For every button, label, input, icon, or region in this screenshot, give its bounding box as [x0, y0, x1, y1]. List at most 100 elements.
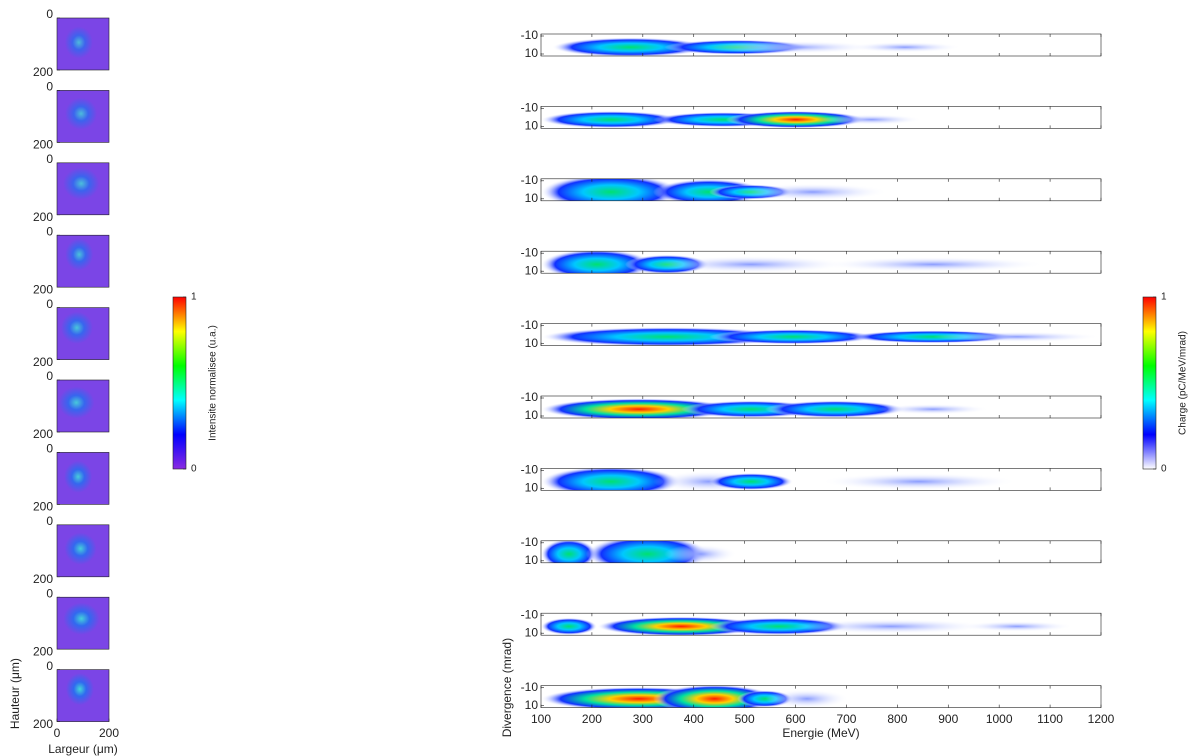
y-tick-label: -10: [521, 173, 539, 187]
y-axis-label: Divergence (mrad): [500, 638, 514, 737]
charge-streak: [765, 689, 849, 708]
charge-streak: [709, 329, 877, 345]
y-tick-label: 200: [33, 500, 53, 514]
panel-frame: [540, 612, 1102, 636]
x-tick-label: 800: [887, 712, 907, 726]
y-tick-label: 0: [46, 7, 53, 21]
panel-frame: [540, 106, 1102, 129]
y-tick-label: 200: [33, 210, 53, 224]
panel-frame: [540, 468, 1102, 491]
charge-streak: [765, 400, 905, 418]
x-tick-label: 700: [836, 712, 856, 726]
charge-streak: [541, 251, 653, 274]
beam-spot: [65, 238, 94, 271]
y-tick-label: 10: [525, 408, 539, 422]
colorbar-label: Charge (pC/MeV/mrad): [1178, 331, 1189, 435]
colorbar: [1142, 296, 1157, 470]
colorbar-tick-label: 1: [1161, 292, 1167, 303]
charge-streak: [664, 544, 737, 563]
y-axis-label: Hauteur (μm): [8, 658, 22, 729]
spectrum-image: [541, 468, 1017, 491]
y-tick-label: 0: [46, 224, 53, 238]
charge-streak: [821, 256, 1045, 272]
x-tick-label: 1000: [986, 712, 1013, 726]
colorbar-tick-label: 1: [191, 292, 197, 303]
colorbar-tick-label: 0: [1161, 464, 1167, 475]
y-tick-label: 10: [525, 481, 539, 495]
y-tick-label: 0: [46, 442, 53, 456]
y-tick-label: 0: [46, 514, 53, 528]
spectrum-image: [541, 327, 1101, 346]
y-tick-label: 0: [46, 297, 53, 311]
colorbar: [172, 296, 187, 470]
x-tick-label: 100: [531, 712, 551, 726]
beam-spot: [60, 311, 93, 344]
charge-streak: [552, 37, 709, 56]
spectrum-image: [541, 616, 1073, 636]
y-tick-label: 200: [33, 427, 53, 441]
spectrum-image: [541, 398, 989, 418]
y-tick-label: 200: [33, 65, 53, 79]
y-tick-label: 0: [46, 586, 53, 600]
spectrum-image: [541, 685, 849, 708]
y-tick-label: 10: [525, 46, 539, 60]
x-axis-label: Largeur (μm): [48, 742, 118, 756]
x-tick-label: 0: [54, 726, 61, 740]
y-tick-label: 200: [33, 355, 53, 369]
panel-frame: [540, 323, 1102, 346]
x-tick-label: 500: [735, 712, 755, 726]
panel-frame: [540, 33, 1102, 57]
x-tick-label: 400: [684, 712, 704, 726]
y-tick-label: -10: [521, 245, 539, 259]
spectrum-image: [541, 540, 737, 563]
charge-streak: [737, 183, 889, 201]
beam-spot: [64, 460, 93, 493]
y-tick-label: 10: [525, 625, 539, 639]
charge-streak: [541, 540, 597, 563]
charge-streak: [541, 617, 597, 636]
charge-streak: [821, 473, 1017, 491]
x-tick-label: 200: [99, 726, 119, 740]
y-tick-label: 200: [33, 644, 53, 658]
y-tick-label: 0: [46, 80, 53, 94]
charge-streak: [961, 621, 1073, 632]
beam-spot: [64, 26, 93, 59]
x-tick-label: 900: [938, 712, 958, 726]
y-tick-label: -10: [521, 101, 539, 115]
colorbar-label: Intensite normalisee (u.a.): [208, 325, 219, 441]
y-tick-label: 10: [525, 553, 539, 567]
spectrum-image: [541, 111, 922, 129]
beam-spot: [63, 167, 100, 200]
y-tick-label: 0: [46, 659, 53, 673]
panel-frame: [540, 178, 1102, 202]
beam-spot: [65, 97, 98, 130]
panel-frame: [540, 395, 1102, 419]
y-tick-label: 10: [525, 336, 539, 350]
y-tick-label: 200: [33, 717, 53, 731]
colorbar-tick-label: 0: [191, 464, 197, 475]
beam-spot: [64, 532, 97, 565]
x-tick-label: 1200: [1088, 712, 1115, 726]
spectrum-image: [552, 37, 961, 56]
charge-streak: [709, 40, 877, 54]
charge-streak: [821, 114, 922, 125]
y-tick-label: 10: [525, 263, 539, 277]
charge-streak: [709, 473, 793, 491]
y-tick-label: -10: [521, 463, 539, 477]
y-tick-label: -10: [521, 28, 539, 42]
y-tick-label: -10: [521, 607, 539, 621]
beam-spot: [58, 386, 95, 419]
y-tick-label: -10: [521, 535, 539, 549]
charge-streak: [877, 403, 989, 415]
spectrum-image: [541, 178, 889, 201]
y-tick-label: -10: [521, 318, 539, 332]
x-tick-label: 600: [786, 712, 806, 726]
y-tick-label: 0: [46, 369, 53, 383]
y-tick-label: 10: [525, 191, 539, 205]
x-axis-label: Energie (MeV): [782, 726, 859, 740]
y-tick-label: -10: [521, 680, 539, 694]
panel-frame: [540, 685, 1102, 708]
y-tick-label: 10: [525, 119, 539, 133]
